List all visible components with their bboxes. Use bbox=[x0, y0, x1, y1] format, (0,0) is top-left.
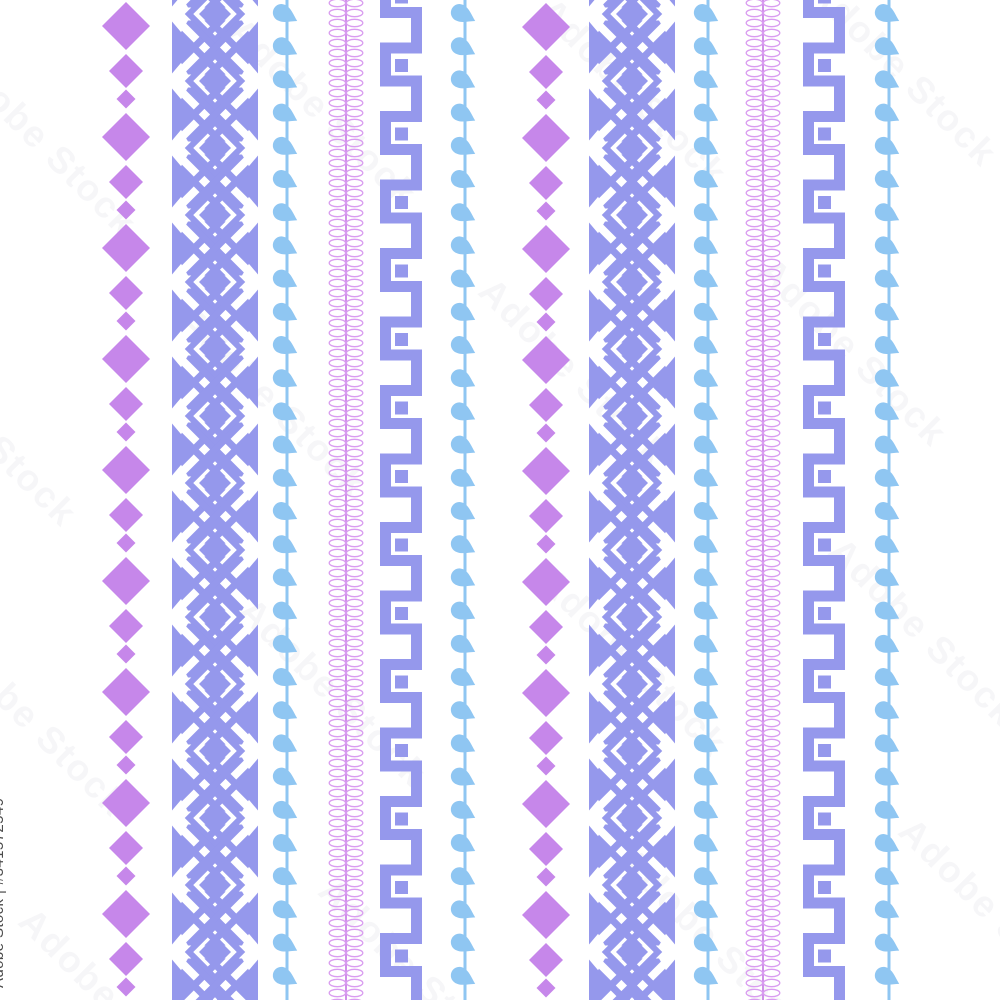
border-column-drop-chain-3 bbox=[693, 0, 719, 1000]
border-column-loop-chain-1 bbox=[328, 0, 364, 1000]
border-column-cross-diamond-border-1 bbox=[172, 0, 258, 1000]
border-column-drop-chain-4 bbox=[874, 0, 900, 1000]
border-column-cross-diamond-border-2 bbox=[589, 0, 675, 1000]
stock-id-watermark: Adobe Stock | #341572549 bbox=[0, 797, 7, 988]
border-column-diamond-chain-2 bbox=[522, 3, 570, 998]
border-column-meander-2 bbox=[803, 0, 845, 1000]
border-column-meander-1 bbox=[380, 0, 422, 1000]
border-column-diamond-chain-1 bbox=[102, 2, 150, 997]
border-column-loop-chain-2 bbox=[745, 0, 781, 1000]
border-column-drop-chain-2 bbox=[450, 0, 476, 1000]
border-column-drop-chain-1 bbox=[272, 0, 298, 1000]
